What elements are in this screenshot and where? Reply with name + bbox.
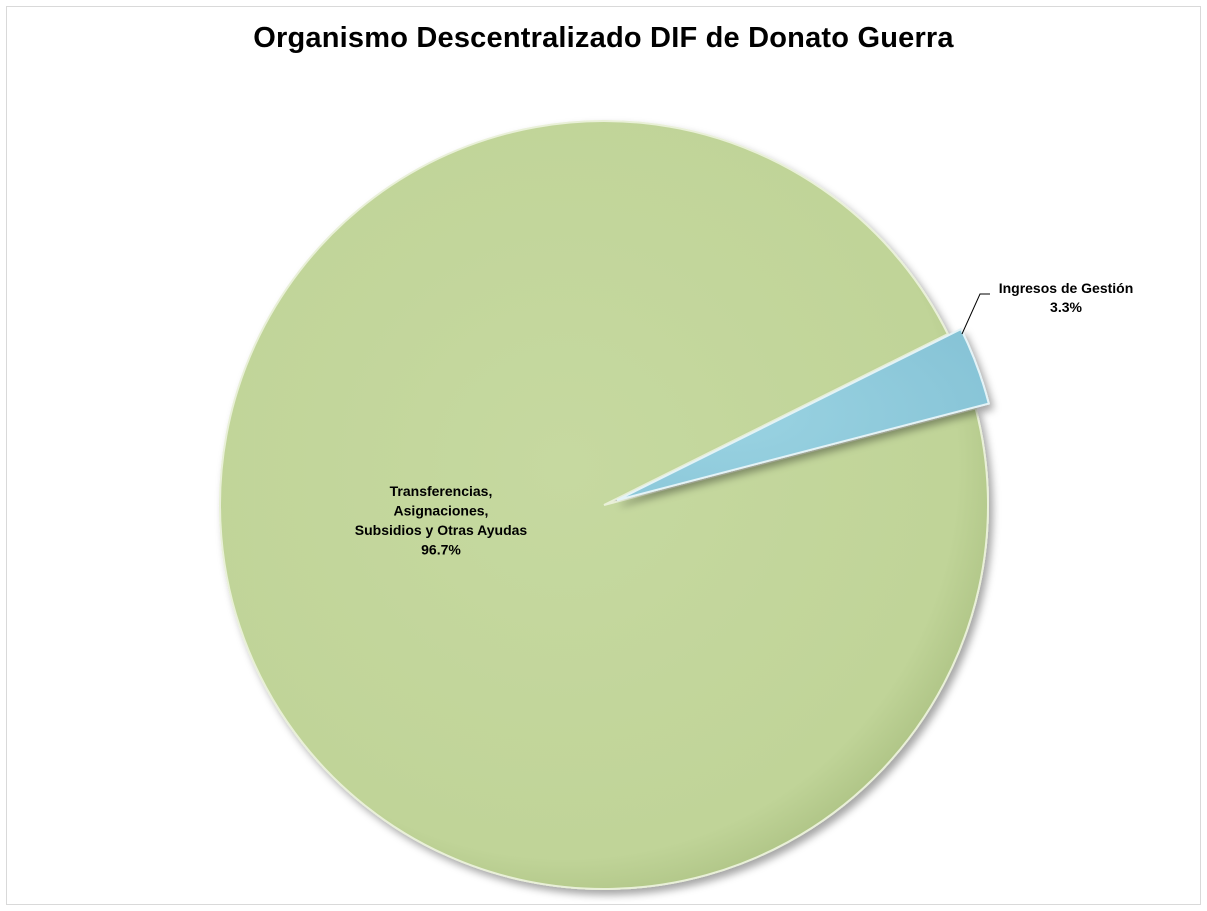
label-ingresos-value: 3.3% [1050, 299, 1082, 315]
pie-slice-ingresos-de-gestion [616, 327, 991, 502]
chart-title: Organismo Descentralizado DIF de Donato … [253, 22, 954, 54]
label-ingresos-de-gestion: Ingresos de Gestión 3.3% [999, 280, 1134, 315]
label-transferencias: Transferencias, Asignaciones, Subsidios y … [355, 483, 528, 558]
pie-slice-transferencias [219, 120, 990, 890]
label-ingresos-name-line: Ingresos de Gestión [999, 280, 1134, 296]
label-transferencias-name-line: Transferencias, [390, 483, 493, 499]
label-transferencias-name-line: Asignaciones, [394, 503, 489, 519]
label-transferencias-name-line: Subsidios y Otras Ayudas [355, 522, 528, 538]
label-transferencias-value: 96.7% [421, 542, 461, 558]
pie-labels: Transferencias, Asignaciones, Subsidios y … [355, 280, 1134, 558]
pie-slices [219, 120, 991, 890]
leader-line-ingresos-de-gestion [961, 293, 990, 335]
